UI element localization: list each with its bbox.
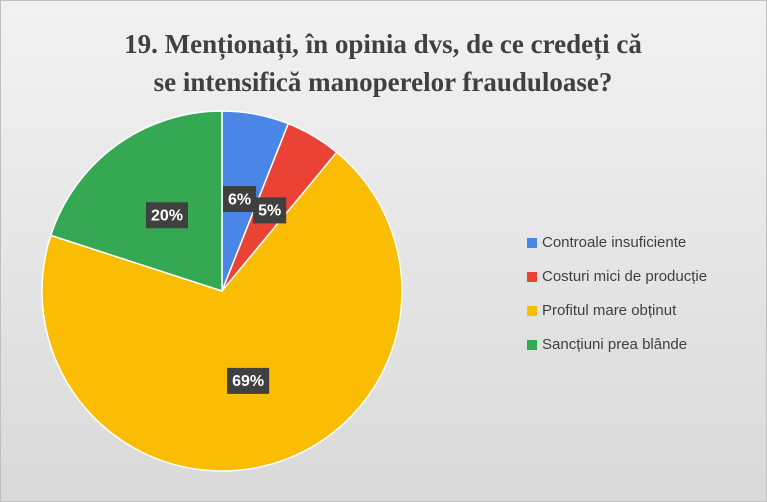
data-label: 69% (232, 373, 264, 390)
data-label: 20% (151, 207, 183, 224)
data-label-box (145, 202, 188, 229)
legend-label: Controale insuficiente (542, 234, 686, 251)
legend-label: Costuri mici de producție (542, 268, 707, 285)
legend-marker (527, 340, 537, 350)
legend-label: Profitul mare obținut (542, 302, 677, 319)
data-label-box (222, 186, 257, 213)
legend-marker (527, 306, 537, 316)
chart-title: se intensifică manoperelor frauduloase? (154, 67, 613, 97)
legend-marker (527, 238, 537, 248)
pie-slice (41, 151, 403, 472)
data-label-box (227, 367, 270, 394)
data-label-box (253, 197, 287, 224)
legend-label: Sancțiuni prea blânde (542, 336, 687, 353)
data-label: 5% (258, 203, 281, 220)
legend-marker (527, 272, 537, 282)
chart-title: 19. Menționați, în opinia dvs, de ce cre… (124, 29, 642, 60)
pie-slice (49, 110, 223, 293)
data-label: 6% (228, 191, 251, 208)
